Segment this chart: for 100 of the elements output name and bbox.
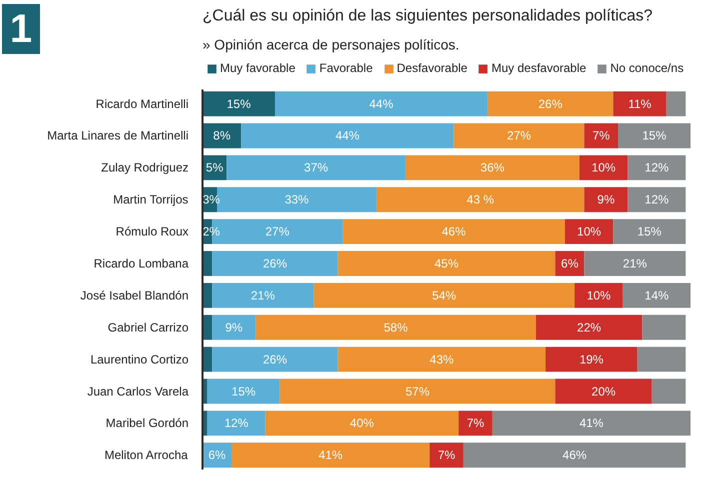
data-label: 40%: [350, 416, 374, 430]
y-tick-label: Ricardo Martinelli: [96, 96, 189, 111]
y-tick-label: Marta Linares de Martinelli: [47, 128, 189, 143]
data-label: 41%: [318, 448, 343, 462]
bar: [256, 314, 536, 340]
data-label: 3%: [202, 192, 220, 207]
bar: [666, 91, 686, 116]
bar: [274, 91, 488, 116]
bar: [584, 251, 686, 276]
bar: [202, 91, 275, 116]
bar: [338, 346, 546, 372]
data-label: 21%: [622, 256, 648, 270]
bar: [212, 251, 338, 276]
data-label: 54%: [432, 288, 456, 302]
bar: [492, 410, 690, 436]
y-tick-label: Rómulo Roux: [116, 224, 189, 239]
bar: [579, 155, 628, 180]
legend-label: Muy favorable: [220, 61, 296, 75]
data-label: 44%: [369, 96, 394, 111]
bar: [618, 123, 690, 148]
data-label: 8%: [213, 128, 231, 143]
data-label: 41%: [579, 416, 604, 430]
data-label: 5%: [206, 160, 224, 175]
data-label: 26%: [538, 96, 563, 111]
data-label: 12%: [644, 192, 670, 207]
data-label: 33%: [284, 192, 310, 207]
data-label: 15%: [642, 128, 667, 143]
data-label: 37%: [304, 160, 328, 175]
bar: [463, 442, 686, 468]
data-label: 9%: [225, 320, 243, 334]
data-label: 15%: [226, 96, 252, 111]
data-label: 58%: [384, 320, 408, 334]
data-label: 15%: [232, 384, 256, 398]
bar: [584, 123, 618, 148]
data-label: 10%: [577, 224, 602, 239]
data-label: 6%: [561, 256, 579, 270]
bar: [488, 91, 614, 116]
bar: [376, 187, 584, 212]
legend-label: No conoce/ns: [610, 61, 684, 75]
bar: [212, 314, 256, 340]
data-label: 20%: [592, 384, 616, 398]
bar: [574, 282, 623, 308]
data-label: 46%: [442, 224, 466, 239]
bar: [555, 378, 652, 404]
data-label: 44%: [335, 128, 360, 143]
data-label: 9%: [597, 192, 615, 207]
data-label: 6%: [208, 448, 226, 462]
data-label: 46%: [562, 448, 587, 462]
data-label: 10%: [586, 288, 612, 302]
bar: [458, 410, 492, 436]
data-label: 21%: [250, 288, 276, 302]
bar: [212, 282, 314, 308]
data-label: 12%: [224, 416, 249, 430]
y-tick-label: Martin Torrijos: [113, 192, 188, 207]
bar: [622, 282, 690, 308]
data-label: 19%: [579, 352, 604, 366]
data-label: 43 %: [466, 192, 494, 207]
data-label: 11%: [628, 96, 652, 111]
data-label: 12%: [644, 160, 670, 175]
bar: [546, 346, 638, 372]
y-tick-label: Meliton Arrocha: [104, 448, 188, 462]
y-tick-label: Laurentino Cortizo: [90, 352, 189, 366]
bar: [454, 123, 584, 148]
bar: [231, 442, 430, 468]
bar: [628, 155, 686, 180]
bar: [338, 251, 556, 276]
bar: [613, 91, 666, 116]
bar: [637, 346, 686, 372]
data-label: 45%: [434, 256, 459, 270]
data-label: 2%: [202, 224, 220, 239]
bar: [536, 314, 642, 340]
bar: [652, 378, 686, 404]
bar: [628, 187, 686, 212]
data-label: 26%: [262, 256, 288, 270]
data-label: 15%: [637, 224, 662, 239]
bar: [207, 378, 280, 404]
y-tick-label: Maribel Gordón: [106, 416, 189, 430]
bar: [564, 219, 614, 244]
y-tick-label: Zulay Rodriguez: [101, 160, 188, 175]
bar: [314, 282, 575, 308]
bar: [226, 155, 406, 180]
bar: [207, 410, 266, 436]
bar: [430, 442, 464, 468]
bar: [241, 123, 454, 148]
bar: [642, 314, 686, 340]
bar: [342, 219, 565, 244]
y-tick-label: Juan Carlos Varela: [87, 384, 189, 398]
data-label: 26%: [262, 352, 288, 366]
bar: [212, 346, 338, 372]
data-label: 10%: [592, 160, 616, 175]
chart-title: ¿Cuál es su opinión de las siguientes personalidades políticas?: [202, 8, 653, 24]
bar: [613, 219, 686, 244]
legend-label: Favorable: [319, 61, 373, 75]
y-tick-label: Ricardo Lombana: [94, 256, 189, 270]
y-tick-label: Gabriel Carrizo: [108, 320, 189, 334]
text: 1: [2, 4, 40, 54]
data-label: 7%: [438, 448, 456, 462]
chart-subtitle: » Opinión acerca de personajes políticos.: [202, 36, 460, 52]
bar: [405, 155, 580, 180]
y-tick-label: José Isabel Blandón: [80, 288, 188, 302]
